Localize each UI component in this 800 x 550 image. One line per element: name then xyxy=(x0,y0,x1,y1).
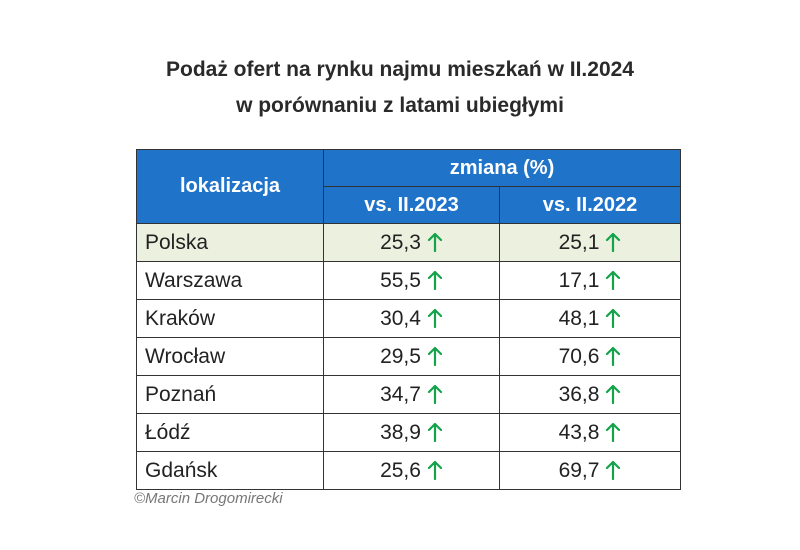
arrow-up-icon xyxy=(427,232,443,252)
table-row: Polska 25,3 25,1 xyxy=(136,223,681,262)
arrow-up-icon xyxy=(605,384,621,404)
table-row: Gdańsk 25,6 69,7 xyxy=(136,451,681,490)
chart-title: Podaż ofert na rynku najmu mieszkań w II… xyxy=(0,52,800,124)
value-text: 25,6 xyxy=(380,458,421,482)
arrow-up-icon xyxy=(427,384,443,404)
row-value-v2023: 38,9 xyxy=(323,413,500,452)
table-row: Kraków 30,4 48,1 xyxy=(136,299,681,338)
value-text: 55,5 xyxy=(380,268,421,292)
arrow-up-icon xyxy=(605,346,621,366)
row-value-v2022: 17,1 xyxy=(499,261,681,300)
arrow-up-icon xyxy=(427,460,443,480)
table-row: Poznań 34,7 36,8 xyxy=(136,375,681,414)
row-location: Warszawa xyxy=(136,261,324,300)
value-text: 70,6 xyxy=(558,344,600,368)
arrow-up-icon xyxy=(427,270,443,290)
row-value-v2023: 34,7 xyxy=(323,375,500,414)
row-value-v2022: 69,7 xyxy=(499,451,681,490)
row-value-v2022: 48,1 xyxy=(499,299,681,338)
row-value-v2022: 36,8 xyxy=(499,375,681,414)
arrow-up-icon xyxy=(605,270,621,290)
header-vs-2022: vs. II.2022 xyxy=(499,186,681,224)
header-vs-2023: vs. II.2023 xyxy=(323,186,500,224)
arrow-up-icon xyxy=(605,308,621,328)
row-value-v2022: 70,6 xyxy=(499,337,681,376)
arrow-up-icon xyxy=(605,460,621,480)
row-value-v2022: 43,8 xyxy=(499,413,681,452)
header-change-group: zmiana (%) xyxy=(323,149,681,187)
title-line-2: w porównaniu z latami ubiegłymi xyxy=(236,94,564,117)
row-location: Gdańsk xyxy=(136,451,324,490)
data-table: lokalizacja zmiana (%) vs. II.2023 vs. I… xyxy=(136,149,681,490)
row-location: Wrocław xyxy=(136,337,324,376)
value-text: 38,9 xyxy=(380,420,421,444)
value-text: 30,4 xyxy=(380,306,421,330)
value-text: 29,5 xyxy=(380,344,421,368)
row-location: Łódź xyxy=(136,413,324,452)
title-line-1: Podaż ofert na rynku najmu mieszkań w II… xyxy=(166,58,634,81)
row-location: Poznań xyxy=(136,375,324,414)
arrow-up-icon xyxy=(427,422,443,442)
arrow-up-icon xyxy=(427,308,443,328)
credit: ©Marcin Drogomirecki xyxy=(134,490,283,507)
value-text: 25,3 xyxy=(380,230,421,254)
value-text: 43,8 xyxy=(558,420,600,444)
row-location: Kraków xyxy=(136,299,324,338)
value-text: 17,1 xyxy=(558,268,600,292)
arrow-up-icon xyxy=(605,422,621,442)
row-value-v2023: 25,3 xyxy=(323,223,500,262)
row-location: Polska xyxy=(136,223,324,262)
table-row: Łódź 38,9 43,8 xyxy=(136,413,681,452)
header-location: lokalizacja xyxy=(136,149,324,224)
arrow-up-icon xyxy=(605,232,621,252)
table-row: Wrocław 29,5 70,6 xyxy=(136,337,681,376)
value-text: 69,7 xyxy=(558,458,600,482)
arrow-up-icon xyxy=(427,346,443,366)
row-value-v2023: 25,6 xyxy=(323,451,500,490)
row-value-v2023: 29,5 xyxy=(323,337,500,376)
row-value-v2023: 55,5 xyxy=(323,261,500,300)
table-row: Warszawa 55,5 17,1 xyxy=(136,261,681,300)
value-text: 25,1 xyxy=(558,230,600,254)
row-value-v2022: 25,1 xyxy=(499,223,681,262)
value-text: 34,7 xyxy=(380,382,421,406)
table-body: Polska 25,3 25,1 Warszawa 55,5 17,1 Kraków 30,4… xyxy=(136,223,681,490)
value-text: 48,1 xyxy=(558,306,600,330)
row-value-v2023: 30,4 xyxy=(323,299,500,338)
value-text: 36,8 xyxy=(558,382,600,406)
